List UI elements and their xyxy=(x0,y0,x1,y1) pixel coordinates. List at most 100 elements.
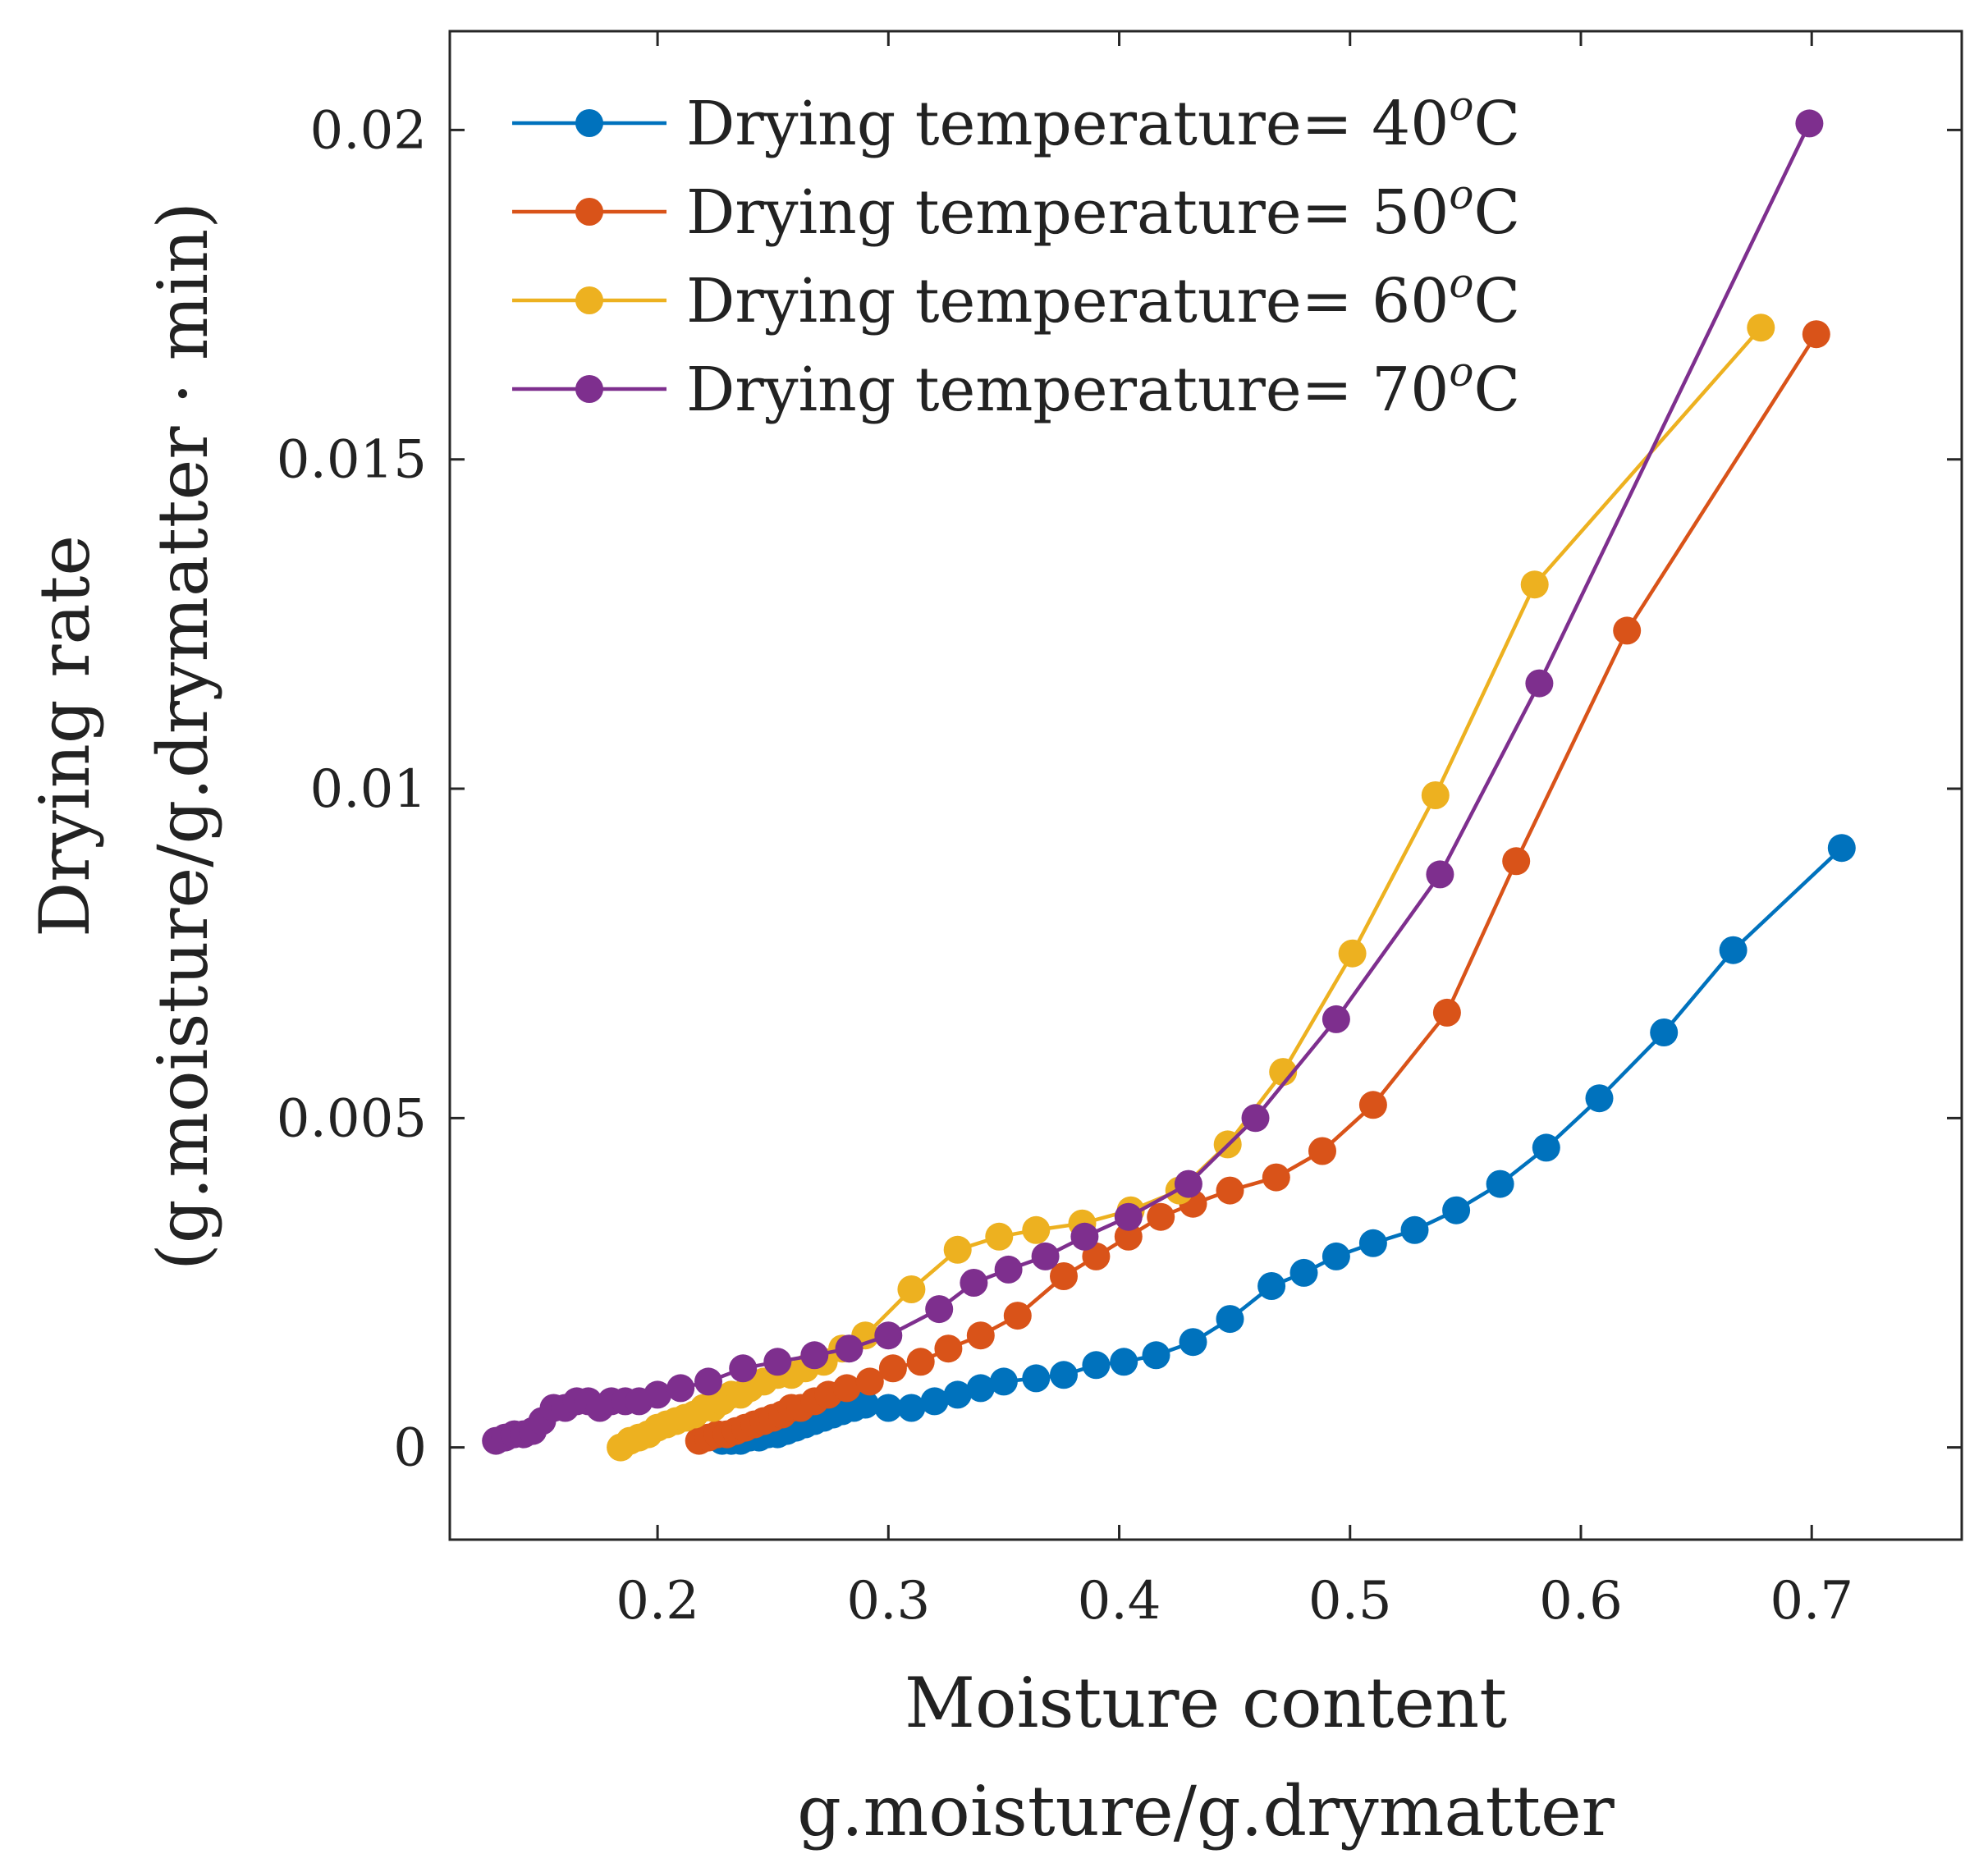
data-point xyxy=(989,1367,1018,1396)
data-point xyxy=(920,1387,949,1416)
x-tick-label: 0.5 xyxy=(1308,1571,1392,1632)
data-point xyxy=(1308,1137,1336,1165)
axis-ticks: 0.2 0.3 0.4 0.5 0.6 0.7 0 0.005 0.01 0.015 0.02 xyxy=(277,31,1962,1632)
data-point xyxy=(1031,1242,1060,1270)
x-tick-label: 0.6 xyxy=(1539,1571,1623,1632)
data-point xyxy=(729,1354,758,1383)
legend-label: Drying temperature= 50oC xyxy=(686,171,1520,248)
data-point xyxy=(1114,1222,1143,1251)
y-tick-label: 0.02 xyxy=(310,100,428,161)
data-point xyxy=(1050,1361,1078,1389)
legend-label: Drying temperature= 40oC xyxy=(686,82,1520,159)
data-point xyxy=(1147,1202,1175,1231)
legend-label: Drying temperature= 70oC xyxy=(686,348,1520,425)
series-2 xyxy=(685,320,1830,1455)
series-4 xyxy=(482,109,1824,1455)
data-point xyxy=(1747,314,1775,342)
data-point xyxy=(1585,1084,1614,1113)
data-point xyxy=(1262,1163,1290,1192)
data-point xyxy=(1174,1170,1202,1198)
data-point xyxy=(1525,669,1554,698)
y-tick-label: 0 xyxy=(393,1418,427,1479)
data-point xyxy=(1050,1262,1078,1290)
data-point xyxy=(1358,1091,1387,1119)
data-point xyxy=(1082,1351,1111,1380)
data-point xyxy=(1322,1242,1350,1270)
data-point xyxy=(874,1394,903,1422)
data-point xyxy=(694,1367,722,1396)
data-point xyxy=(763,1348,792,1376)
data-point xyxy=(644,1380,672,1409)
data-point xyxy=(1827,834,1856,863)
y-tick-label: 0.005 xyxy=(277,1088,427,1149)
y-axis-title: Drying rate xyxy=(25,535,105,937)
data-point xyxy=(1532,1133,1560,1162)
data-point xyxy=(1719,936,1748,964)
data-point xyxy=(934,1334,963,1363)
data-point xyxy=(666,1374,695,1403)
y-axis-title-units: (g.moisture/g.drymatter · min) xyxy=(143,202,223,1270)
legend-swatch-marker xyxy=(575,286,603,314)
data-point xyxy=(832,1374,861,1403)
data-point xyxy=(1022,1364,1051,1393)
data-point xyxy=(943,1235,972,1264)
data-point xyxy=(906,1348,935,1376)
data-point xyxy=(1400,1215,1429,1244)
legend-item: Drying temperature= 40oC xyxy=(512,82,1520,159)
data-point xyxy=(897,1394,926,1422)
plot-area: 0.2 0.3 0.4 0.5 0.6 0.7 0 0.005 0.01 0.015 0.02 xyxy=(277,30,1963,1632)
data-point xyxy=(994,1255,1023,1284)
data-point xyxy=(874,1321,903,1350)
data-point xyxy=(966,1374,995,1403)
data-point xyxy=(1486,1170,1514,1198)
data-point xyxy=(1179,1328,1207,1357)
data-point xyxy=(1432,998,1461,1027)
legend: Drying temperature= 40oC Drying temperatu… xyxy=(512,82,1520,425)
data-point xyxy=(925,1295,954,1324)
legend-item: Drying temperature= 70oC xyxy=(512,348,1520,425)
legend-swatch-marker xyxy=(575,375,603,403)
data-point xyxy=(878,1354,907,1383)
data-point xyxy=(966,1321,995,1350)
data-point xyxy=(800,1341,829,1370)
data-point xyxy=(1358,1229,1387,1257)
data-point xyxy=(1795,109,1824,138)
data-point xyxy=(943,1380,972,1409)
data-point xyxy=(1003,1302,1032,1330)
legend-swatch-marker xyxy=(575,109,603,137)
data-point xyxy=(1241,1104,1270,1133)
data-point xyxy=(1269,1058,1298,1087)
data-point xyxy=(1802,320,1830,349)
y-tick-label: 0.015 xyxy=(277,430,427,491)
plot-frame xyxy=(448,30,1963,1541)
data-point xyxy=(855,1367,884,1396)
data-point xyxy=(1216,1176,1244,1205)
y-tick-label: 0.01 xyxy=(310,759,428,820)
data-point xyxy=(897,1275,926,1303)
data-point xyxy=(985,1222,1014,1251)
data-point xyxy=(1322,1005,1350,1033)
data-point xyxy=(1114,1202,1143,1231)
data-point xyxy=(960,1269,988,1297)
data-point xyxy=(1426,860,1454,889)
data-point xyxy=(1142,1341,1170,1370)
data-point xyxy=(1338,939,1367,968)
x-tick-label: 0.7 xyxy=(1770,1571,1853,1632)
data-point xyxy=(1520,570,1549,599)
data-point xyxy=(1613,616,1642,645)
data-point xyxy=(1070,1222,1099,1251)
data-point xyxy=(1421,781,1450,809)
data-point xyxy=(835,1334,863,1363)
data-point xyxy=(1216,1305,1244,1334)
x-axis-title-units: g.moisture/g.drymatter xyxy=(797,1771,1615,1852)
data-point xyxy=(1442,1196,1471,1224)
x-tick-label: 0.2 xyxy=(616,1571,699,1632)
x-tick-label: 0.4 xyxy=(1078,1571,1161,1632)
data-point xyxy=(1289,1258,1318,1287)
legend-swatch-marker xyxy=(575,198,603,226)
data-point xyxy=(1257,1272,1286,1300)
legend-item: Drying temperature= 50oC xyxy=(512,171,1520,248)
x-axis-title: Moisture content xyxy=(905,1663,1507,1743)
data-point xyxy=(1650,1018,1679,1046)
